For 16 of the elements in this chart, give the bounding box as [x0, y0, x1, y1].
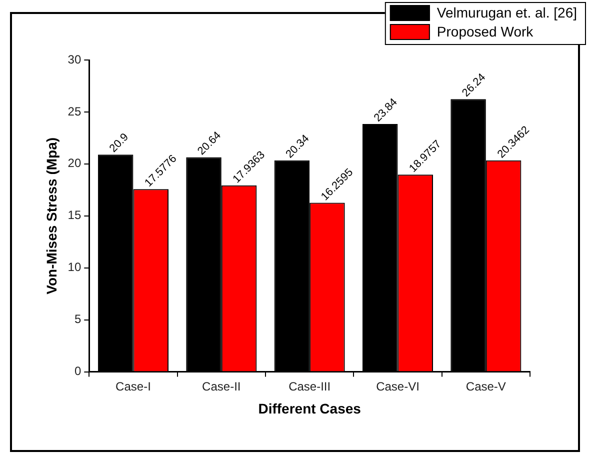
- y-tick-label: 15: [68, 208, 82, 222]
- x-tick-label: Case-V: [466, 379, 506, 394]
- x-tick-label: Case-VI: [376, 379, 420, 394]
- y-tick-label: 0: [74, 364, 82, 378]
- y-tick-label: 25: [68, 104, 82, 118]
- y-axis-title: Von-Mises Stress (Mpa): [43, 137, 60, 294]
- y-tick-label: 20: [68, 156, 82, 170]
- x-tick-label: Case-III: [288, 379, 331, 394]
- y-tick-label: 30: [68, 52, 82, 66]
- y-tick-label: 5: [74, 312, 82, 326]
- y-tick-label: 10: [68, 260, 82, 274]
- legend-label: Velmurugan et. al. [26]: [436, 4, 578, 20]
- x-tick-label: Case-II: [202, 379, 241, 394]
- x-tick-label: Case-I: [116, 379, 151, 394]
- legend-label: Proposed Work: [436, 23, 534, 40]
- x-axis-title: Different Cases: [258, 400, 362, 416]
